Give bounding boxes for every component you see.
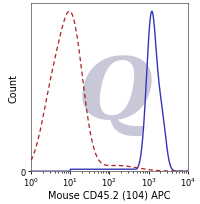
Y-axis label: Count: Count bbox=[8, 73, 18, 102]
Text: Q: Q bbox=[78, 53, 153, 136]
X-axis label: Mouse CD45.2 (104) APC: Mouse CD45.2 (104) APC bbox=[48, 190, 171, 200]
